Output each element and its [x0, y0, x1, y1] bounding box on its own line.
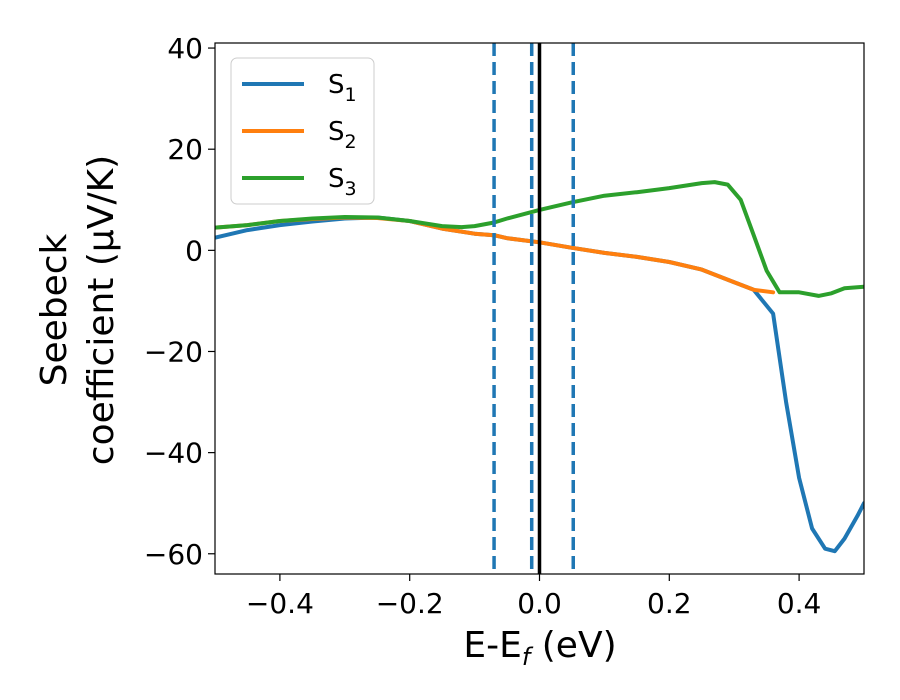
x-axis-ticks: −0.4 −0.2 0.0 0.2 0.4 — [246, 574, 821, 620]
y-tick-label: −40 — [144, 437, 203, 470]
x-axis-label: E-Ef (eV) — [463, 625, 616, 671]
legend-label-S2: S2 — [328, 117, 357, 153]
y-axis-label-line2: coefficient (μV/K) — [81, 155, 122, 465]
y-tick-label: −60 — [144, 538, 203, 571]
y-axis-ticks: 40 20 0 −20 −40 −60 — [144, 32, 215, 571]
legend-entries: S1 S2 S3 — [242, 70, 357, 200]
y-axis-label: Seebeck coefficient (μV/K) — [34, 155, 122, 465]
x-axis-label-main: E-E — [463, 625, 521, 666]
y-tick-label: −20 — [144, 335, 203, 368]
x-tick-label: −0.4 — [246, 587, 314, 620]
y-tick-label: 20 — [167, 133, 203, 166]
legend-label-S1: S1 — [328, 70, 357, 106]
y-tick-label: 0 — [185, 234, 203, 267]
legend: S1 S2 S3 — [230, 57, 375, 205]
series-layer — [215, 180, 864, 554]
x-axis-label-unit: (eV) — [530, 625, 616, 666]
vertical-line-layer — [492, 43, 575, 574]
x-tick-label: −0.2 — [376, 587, 444, 620]
x-tick-label: 0.4 — [777, 587, 822, 620]
x-tick-label: 0.0 — [517, 587, 562, 620]
x-tick-label: 0.2 — [647, 587, 692, 620]
y-axis-label-line1: Seebeck — [34, 233, 75, 386]
legend-label-S3: S3 — [328, 164, 357, 200]
y-tick-label: 40 — [167, 32, 203, 65]
series-line-S3 — [215, 180, 864, 298]
